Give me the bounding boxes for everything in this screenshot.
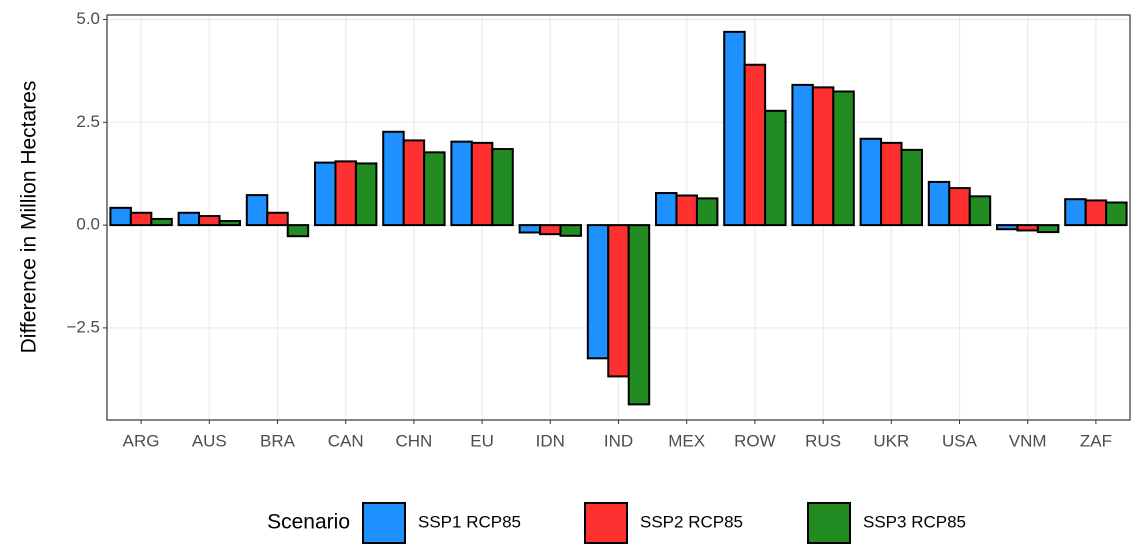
x-tick-label: RUS (805, 431, 841, 450)
bar (880, 141, 903, 227)
x-tick-label: MEX (668, 431, 705, 450)
bar (559, 224, 582, 237)
bar (1016, 224, 1039, 232)
bar (859, 137, 883, 227)
bar (1064, 198, 1087, 227)
legend-key (807, 502, 851, 544)
x-tick-label: USA (942, 431, 978, 450)
bar (382, 130, 405, 227)
x-tick-label: UKR (873, 431, 909, 450)
x-tick-label: VNM (1009, 431, 1047, 450)
bar (423, 151, 446, 227)
bar (518, 224, 542, 234)
x-tick-label: CAN (328, 431, 364, 450)
bar (1084, 199, 1108, 227)
bar (627, 224, 651, 406)
x-tick-label: ROW (734, 431, 776, 450)
bar (743, 63, 767, 227)
legend-key (362, 502, 406, 544)
x-tick-label: ARG (123, 431, 160, 450)
bar (198, 215, 221, 227)
bar (586, 224, 610, 360)
bar (354, 162, 378, 227)
legend-key (584, 502, 628, 544)
bar (286, 224, 310, 238)
y-axis-title: Difference in Million Hectares (18, 81, 41, 354)
bar (948, 187, 971, 227)
bar (266, 211, 289, 227)
legend-title: Scenario (267, 511, 350, 534)
bar (968, 195, 992, 227)
bar (470, 141, 494, 227)
x-tick-label: IND (604, 431, 633, 450)
bar (314, 161, 337, 227)
bar (150, 217, 173, 227)
legend-label: SSP2 RCP85 (640, 512, 743, 531)
bars (109, 30, 1128, 406)
bar (334, 160, 357, 227)
bar (996, 224, 1019, 231)
bar (607, 224, 630, 378)
x-tick-label: EU (470, 431, 494, 450)
legend-label: SSP1 RCP85 (418, 512, 521, 531)
bar (927, 180, 951, 227)
bar (655, 192, 678, 227)
bar (675, 194, 698, 227)
bar (177, 211, 201, 227)
bar (723, 30, 746, 227)
bar (129, 211, 153, 227)
bar (791, 83, 814, 227)
legend-label: SSP3 RCP85 (863, 512, 966, 531)
bar (1105, 201, 1128, 227)
x-tick-label: ZAF (1080, 431, 1112, 450)
y-tick-label: 0.0 (76, 215, 100, 234)
y-tick-label: 5.0 (76, 9, 100, 28)
bar (695, 197, 719, 227)
bar (811, 86, 835, 227)
x-tick-label: BRA (260, 431, 296, 450)
x-tick-label: IDN (536, 431, 565, 450)
bar (491, 148, 514, 227)
bar (402, 139, 426, 227)
x-tick-label: AUS (192, 431, 227, 450)
bar (539, 224, 562, 236)
bar (450, 140, 473, 227)
y-tick-label: −2.5 (66, 317, 100, 336)
bar (764, 109, 787, 227)
bar (1036, 224, 1060, 234)
x-tick-label: CHN (395, 431, 432, 450)
y-tick-label: 2.5 (76, 112, 100, 131)
bar (900, 148, 923, 227)
bar (218, 219, 241, 227)
bar (832, 90, 855, 227)
bar (109, 206, 132, 227)
bar (245, 194, 269, 227)
